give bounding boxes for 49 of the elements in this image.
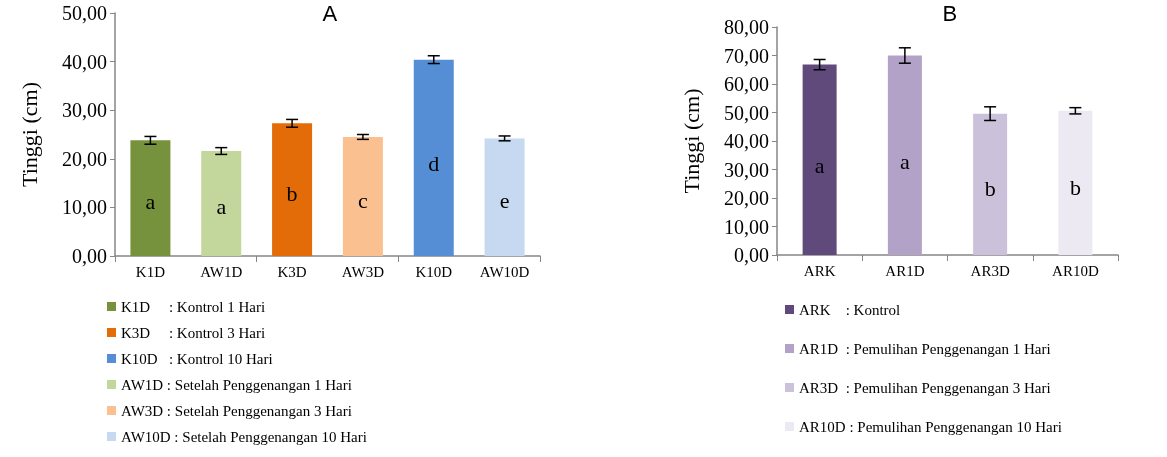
legend-label: K3D : Kontrol 3 Hari [121, 324, 266, 341]
legend-label: AW10D : Setelah Penggenangan 10 Hari [121, 428, 367, 445]
annotation: b [286, 181, 298, 207]
legend-label: K10D : Kontrol 10 Hari [121, 350, 273, 367]
y-tick-label: 70,00 [724, 44, 769, 67]
y-axis-title: Tinggi (cm) [678, 88, 704, 194]
chart-title: B [942, 0, 958, 26]
chart-title: A [322, 0, 338, 26]
x-tick-label: AR3D [970, 262, 1010, 279]
annotation: a [145, 189, 156, 215]
annotation: a [899, 148, 910, 174]
y-tick-label: 20,00 [62, 147, 107, 170]
x-tick-label: AR10D [1052, 262, 1099, 279]
y-tick-label: 50,00 [62, 2, 107, 24]
y-tick-label: 20,00 [724, 187, 769, 209]
legend-label: AR10D : Pemulihan Penggenangan 10 Hari [799, 418, 1062, 435]
y-tick-label: 0,00 [72, 245, 107, 267]
y-axis-title: Tinggi (cm) [16, 82, 42, 187]
legend-label: AW3D : Setelah Penggenangan 3 Hari [121, 402, 352, 419]
annotation: a [216, 194, 227, 220]
y-tick-label: 30,00 [62, 99, 107, 122]
x-tick-label: AW3D [341, 263, 385, 280]
annotation: b [984, 176, 996, 202]
x-tick-label: ARK [803, 262, 836, 279]
legend-label: ARK : Kontrol [799, 301, 901, 318]
y-tick-label: 0,00 [734, 244, 769, 266]
y-tick-label: 40,00 [724, 130, 769, 152]
y-tick-label: 30,00 [724, 158, 769, 181]
legend-label: AR1D : Pemulihan Penggenangan 1 Hari [799, 340, 1051, 357]
legend-label: AR3D : Pemulihan Penggenangan 3 Hari [799, 379, 1051, 396]
x-tick-label: K1D [135, 263, 166, 280]
y-tick-label: 10,00 [62, 196, 107, 219]
x-tick-label: AR1D [885, 262, 925, 279]
y-tick-label: 80,00 [724, 16, 769, 38]
annotation: c [358, 187, 369, 213]
y-tick-label: 50,00 [724, 101, 769, 124]
annotation: d [428, 151, 440, 177]
legend-label: K1D : Kontrol 1 Hari [121, 298, 266, 315]
x-tick-label: AW10D [479, 263, 530, 280]
y-tick-label: 40,00 [62, 50, 107, 73]
x-tick-label: AW1D [200, 263, 243, 280]
annotation: e [499, 188, 510, 214]
x-tick-label: K3D [277, 263, 307, 280]
legend-label: AW1D : Setelah Penggenangan 1 Hari [121, 376, 352, 393]
y-tick-label: 10,00 [724, 215, 769, 238]
y-tick-label: 60,00 [724, 73, 769, 95]
annotation: b [1069, 174, 1081, 200]
annotation: a [814, 153, 825, 179]
x-tick-label: K10D [415, 263, 453, 280]
